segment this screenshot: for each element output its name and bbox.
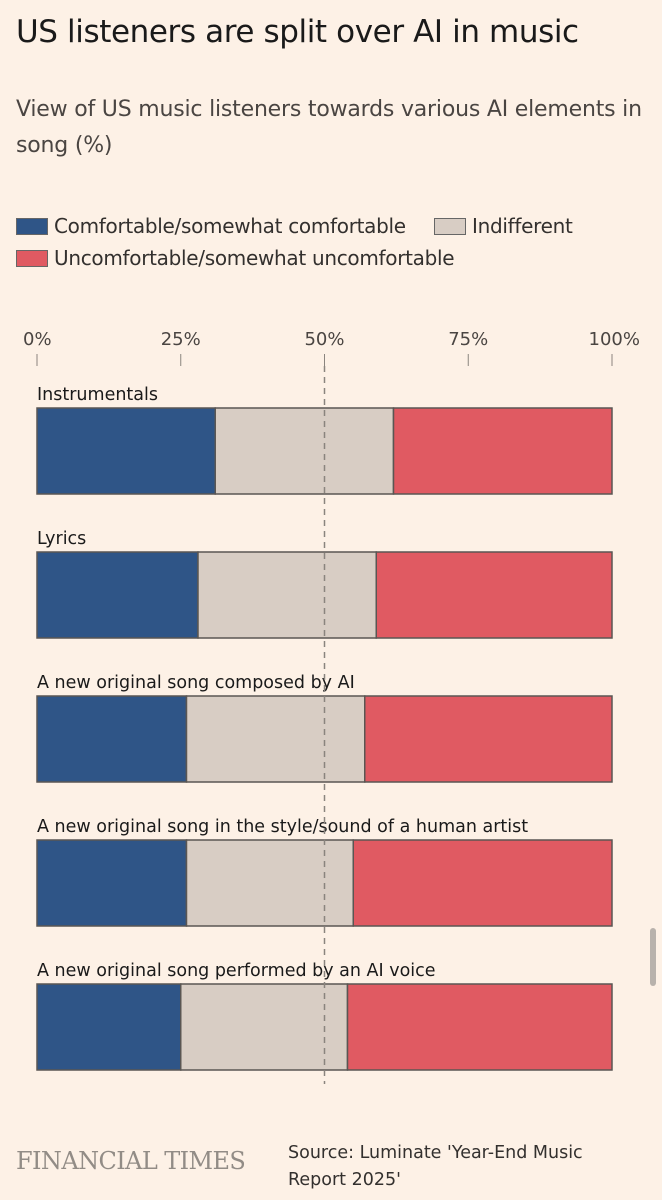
- legend-item-uncomfortable: Uncomfortable/somewhat uncomfortable: [16, 246, 455, 270]
- category-label: Lyrics: [37, 529, 86, 549]
- legend-label-uncomfortable: Uncomfortable/somewhat uncomfortable: [54, 246, 455, 270]
- bar-segment: [180, 983, 349, 1071]
- bar-segment: [392, 407, 613, 495]
- bar-segment: [375, 551, 613, 639]
- scrollbar-thumb[interactable]: [650, 928, 656, 986]
- legend-swatch-uncomfortable: [16, 249, 48, 267]
- legend-item-comfortable: Comfortable/somewhat comfortable: [16, 214, 406, 238]
- bar-segment: [346, 983, 613, 1071]
- chart-subtitle: View of US music listeners towards vario…: [16, 97, 642, 158]
- bar-segment: [197, 551, 377, 639]
- bar-segment: [185, 695, 366, 783]
- bar-segment: [36, 695, 188, 783]
- x-tick-label: 0%: [23, 329, 52, 350]
- category-label: A new original song in the style/sound o…: [37, 817, 528, 837]
- category-label: A new original song composed by AI: [37, 673, 355, 693]
- bar-segment: [36, 551, 199, 639]
- bar-segment: [36, 983, 182, 1071]
- bar-segment: [36, 407, 216, 495]
- bar-segment: [352, 839, 613, 927]
- category-label: Instrumentals: [37, 385, 158, 405]
- x-tick-label: 25%: [161, 329, 201, 350]
- legend-label-comfortable: Comfortable/somewhat comfortable: [54, 214, 406, 238]
- ft-logo: FINANCIAL TIMES: [16, 1147, 246, 1175]
- legend-swatch-indifferent: [434, 217, 466, 235]
- bar-segment: [185, 839, 354, 927]
- bar-segment: [214, 407, 395, 495]
- bar-segment: [364, 695, 613, 783]
- x-tick-label: 100%: [589, 329, 640, 350]
- chart-title: US listeners are split over AI in music: [16, 14, 579, 50]
- legend-item-indifferent: Indifferent: [434, 214, 573, 238]
- stacked-bar-chart: 0% 25% 50% 75% 100% Instrumentals Lyrics A new …: [23, 329, 640, 1084]
- legend-swatch-comfortable: [16, 217, 48, 235]
- legend-label-indifferent: Indifferent: [472, 214, 573, 238]
- category-label: A new original song performed by an AI v…: [37, 961, 436, 981]
- x-tick-label: 50%: [304, 329, 344, 350]
- bar-segment: [36, 839, 188, 927]
- source-note: Source: Luminate 'Year-End Music Report …: [288, 1143, 583, 1190]
- x-tick-label: 75%: [448, 329, 488, 350]
